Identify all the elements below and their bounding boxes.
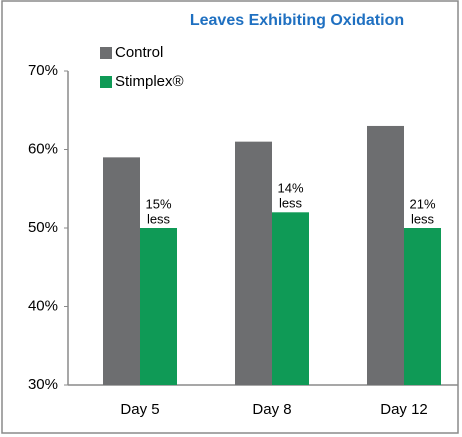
bar (272, 212, 309, 385)
annotation: 15% (145, 196, 171, 211)
x-tick-label: Day 8 (252, 401, 291, 418)
bar (367, 125, 404, 385)
chart-title: Leaves Exhibiting Oxidation (190, 12, 404, 29)
y-tick-label: 40% (28, 297, 58, 314)
annotation: 21% (409, 196, 435, 211)
legend-label: Stimplex® (115, 73, 184, 90)
annotation: less (279, 196, 303, 211)
bar (404, 228, 441, 385)
annotation: 14% (277, 181, 303, 196)
bar (140, 228, 177, 385)
legend-swatch (100, 76, 112, 88)
bar (103, 157, 140, 385)
legend-swatch (100, 47, 112, 59)
annotation: less (147, 211, 171, 226)
y-tick-label: 70% (28, 62, 58, 79)
x-tick-label: Day 12 (380, 401, 428, 418)
y-tick-label: 50% (28, 219, 58, 236)
y-tick-label: 30% (28, 376, 58, 393)
annotation: less (411, 211, 435, 226)
y-tick-label: 60% (28, 140, 58, 157)
x-tick-label: Day 5 (120, 401, 159, 418)
legend-label: Control (115, 44, 163, 61)
bar (235, 141, 272, 385)
